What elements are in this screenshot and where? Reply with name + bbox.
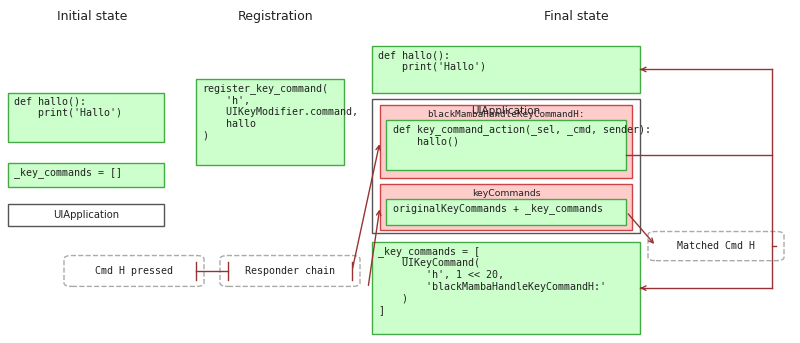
Text: originalKeyCommands + _key_commands: originalKeyCommands + _key_commands xyxy=(393,203,603,214)
FancyBboxPatch shape xyxy=(372,99,640,233)
Text: _key_commands = [
    UIKeyCommand(
        'h', 1 << 20,
        'blackMambaHan: _key_commands = [ UIKeyCommand( 'h', 1 <… xyxy=(378,246,606,315)
Text: _key_commands = []: _key_commands = [] xyxy=(14,167,122,178)
FancyBboxPatch shape xyxy=(372,46,640,93)
Text: UIApplication: UIApplication xyxy=(471,106,541,116)
FancyBboxPatch shape xyxy=(8,163,164,187)
Text: Matched Cmd H: Matched Cmd H xyxy=(677,241,755,251)
Text: def hallo():
    print('Hallo'): def hallo(): print('Hallo') xyxy=(378,50,486,72)
FancyBboxPatch shape xyxy=(220,256,360,286)
FancyBboxPatch shape xyxy=(372,242,640,334)
FancyBboxPatch shape xyxy=(380,105,632,178)
Text: Responder chain: Responder chain xyxy=(245,266,335,276)
FancyBboxPatch shape xyxy=(196,79,344,165)
Text: register_key_command(
    'h',
    UIKeyModifier.command,
    hallo
): register_key_command( 'h', UIKeyModifier… xyxy=(202,83,358,140)
FancyBboxPatch shape xyxy=(8,204,164,226)
Text: def key_command_action(_sel, _cmd, sender):
    hallo(): def key_command_action(_sel, _cmd, sende… xyxy=(393,124,651,147)
Text: blackMambaHandleKeyCommandH:: blackMambaHandleKeyCommandH: xyxy=(427,110,585,119)
Text: Final state: Final state xyxy=(544,10,608,23)
FancyBboxPatch shape xyxy=(8,93,164,142)
Text: def hallo():
    print('Hallo'): def hallo(): print('Hallo') xyxy=(14,97,122,118)
FancyBboxPatch shape xyxy=(386,120,626,170)
Text: Cmd H pressed: Cmd H pressed xyxy=(95,266,173,276)
FancyBboxPatch shape xyxy=(64,256,204,286)
FancyBboxPatch shape xyxy=(648,232,784,261)
Text: keyCommands: keyCommands xyxy=(472,189,540,198)
Text: Registration: Registration xyxy=(238,10,314,23)
FancyBboxPatch shape xyxy=(380,184,632,230)
FancyBboxPatch shape xyxy=(386,199,626,225)
Text: UIApplication: UIApplication xyxy=(53,210,119,220)
Text: Initial state: Initial state xyxy=(57,10,127,23)
